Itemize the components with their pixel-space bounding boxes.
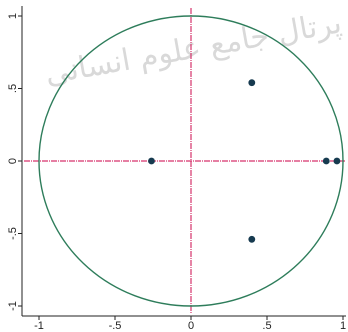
data-point — [248, 79, 256, 87]
data-point — [322, 157, 330, 165]
data-point — [148, 157, 155, 165]
x-tick-label: -1 — [34, 320, 44, 332]
x-tick-label: 0 — [188, 320, 194, 332]
x-tick-label: -.5 — [109, 320, 122, 332]
data-point — [333, 157, 341, 165]
y-tick-label: -1 — [7, 301, 19, 311]
unit-circle — [38, 15, 344, 307]
y-tick-label: .5 — [7, 84, 19, 93]
data-point — [248, 235, 256, 243]
y-tick-label: 1 — [7, 13, 19, 19]
y-tick-label: 0 — [7, 158, 19, 164]
y-tick-label: -.5 — [7, 227, 19, 240]
watermark: پرتال جامع علوم انسانی — [42, 5, 344, 92]
watermark-text: پرتال جامع علوم انسانی — [42, 5, 344, 92]
x-tick-label: 1 — [340, 320, 346, 332]
x-tick-label: .5 — [262, 320, 271, 332]
plot-area: 1 .5 0 -.5 -1 -1 -.5 0 .5 1 — [7, 6, 346, 332]
